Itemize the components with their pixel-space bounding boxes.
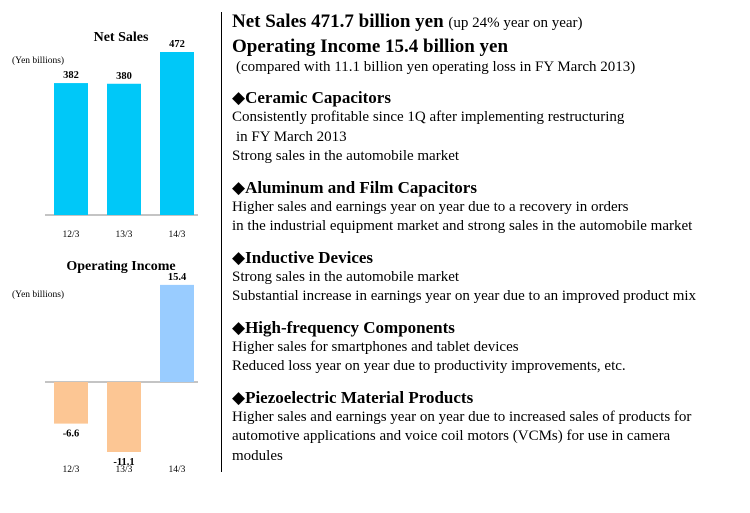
net-sales-tick-12-3: 12/3 xyxy=(63,230,80,240)
section-title: ◆Piezoelectric Material Products xyxy=(232,387,474,407)
section-high-frequency-components: ◆High-frequency Components Higher sales … xyxy=(232,317,750,377)
operating-income-tick-12-3: 12/3 xyxy=(63,465,80,475)
section-line: Strong sales in the automobile market xyxy=(232,268,460,285)
section-line: Higher sales for smartphones and tablet … xyxy=(232,338,519,355)
section-line: Consistently profitable since 1Q after i… xyxy=(232,109,625,125)
net-sales-tick-14-3: 14/3 xyxy=(169,230,186,240)
operating-income-value-label-14-3: 15.4 xyxy=(168,272,187,283)
section-title: ◆High-frequency Components xyxy=(232,317,455,337)
section-aluminum-film-capacitors: ◆Aluminum and Film Capacitors Higher sal… xyxy=(232,177,750,237)
section-ceramic-capacitors: ◆Ceramic Capacitors Consistently profita… xyxy=(232,87,750,167)
section-piezoelectric-material-products: ◆Piezoelectric Material Products Higher … xyxy=(232,387,750,467)
operating-income-note: (compared with 11.1 billion yen operatin… xyxy=(236,59,636,75)
net-sales-unit-label: (Yen billions) xyxy=(12,55,64,66)
operating-income-unit-label: (Yen billions) xyxy=(12,289,64,300)
section-line: modules xyxy=(232,447,283,464)
net-sales-title: Net Sales xyxy=(94,30,149,45)
section-inductive-devices: ◆Inductive Devices Strong sales in the a… xyxy=(232,247,750,307)
operating-income-headline: Operating Income 15.4 billion yen xyxy=(232,36,509,57)
operating-income-title: Operating Income xyxy=(66,259,175,274)
operating-income-bar-12-3 xyxy=(54,382,88,424)
net-sales-value-label-12-3: 382 xyxy=(63,70,79,81)
net-sales-tick-13-3: 13/3 xyxy=(116,230,133,240)
section-title: ◆Ceramic Capacitors xyxy=(232,88,391,107)
net-sales-bar-14-3 xyxy=(160,52,194,215)
net-sales-headline-label: Net Sales 471.7 billion yen xyxy=(232,11,444,32)
net-sales-value-label-13-3: 380 xyxy=(116,71,132,82)
section-line: Higher sales and earnings year on year d… xyxy=(232,408,692,425)
operating-income-bar-14-3 xyxy=(160,284,194,382)
section-line: Higher sales and earnings year on year d… xyxy=(232,198,629,215)
section-line: in the industrial equipment market and s… xyxy=(232,218,693,234)
charts-panel: Net Sales (Yen billions) 382 380 472 12/… xyxy=(12,30,198,475)
net-sales-chart: Net Sales (Yen billions) 382 380 472 12/… xyxy=(12,30,198,240)
section-title: ◆Inductive Devices xyxy=(232,247,374,267)
vertical-divider xyxy=(221,12,222,472)
operating-income-value-label-13-3: -11.1 xyxy=(113,457,134,468)
net-sales-value-label-14-3: 472 xyxy=(169,39,185,50)
net-sales-bar-13-3 xyxy=(107,83,141,216)
section-line: Substantial increase in earnings year on… xyxy=(232,288,697,304)
operating-income-tick-14-3: 14/3 xyxy=(169,465,186,475)
section-line: automotive applications and voice coil m… xyxy=(232,428,671,444)
section-line: Strong sales in the automobile market xyxy=(232,148,460,164)
net-sales-headline-note: (up 24% year on year) xyxy=(448,15,583,31)
section-line: in FY March 2013 xyxy=(236,128,347,145)
operating-income-tick-13-3: 13/3 xyxy=(116,465,133,475)
operating-income-chart: Operating Income (Yen billions) -6.6 -11… xyxy=(12,259,198,475)
section-title: ◆Aluminum and Film Capacitors xyxy=(232,177,477,197)
operating-income-bar-13-3 xyxy=(107,382,141,452)
section-line: Reduced loss year on year due to product… xyxy=(232,358,626,374)
net-sales-bar-12-3 xyxy=(54,83,88,215)
net-sales-headline: Net Sales 471.7 billion yen (up 24% year… xyxy=(232,10,750,35)
summary-panel: Net Sales 471.7 billion yen (up 24% year… xyxy=(232,10,750,466)
operating-income-value-label-12-3: -6.6 xyxy=(63,429,80,440)
